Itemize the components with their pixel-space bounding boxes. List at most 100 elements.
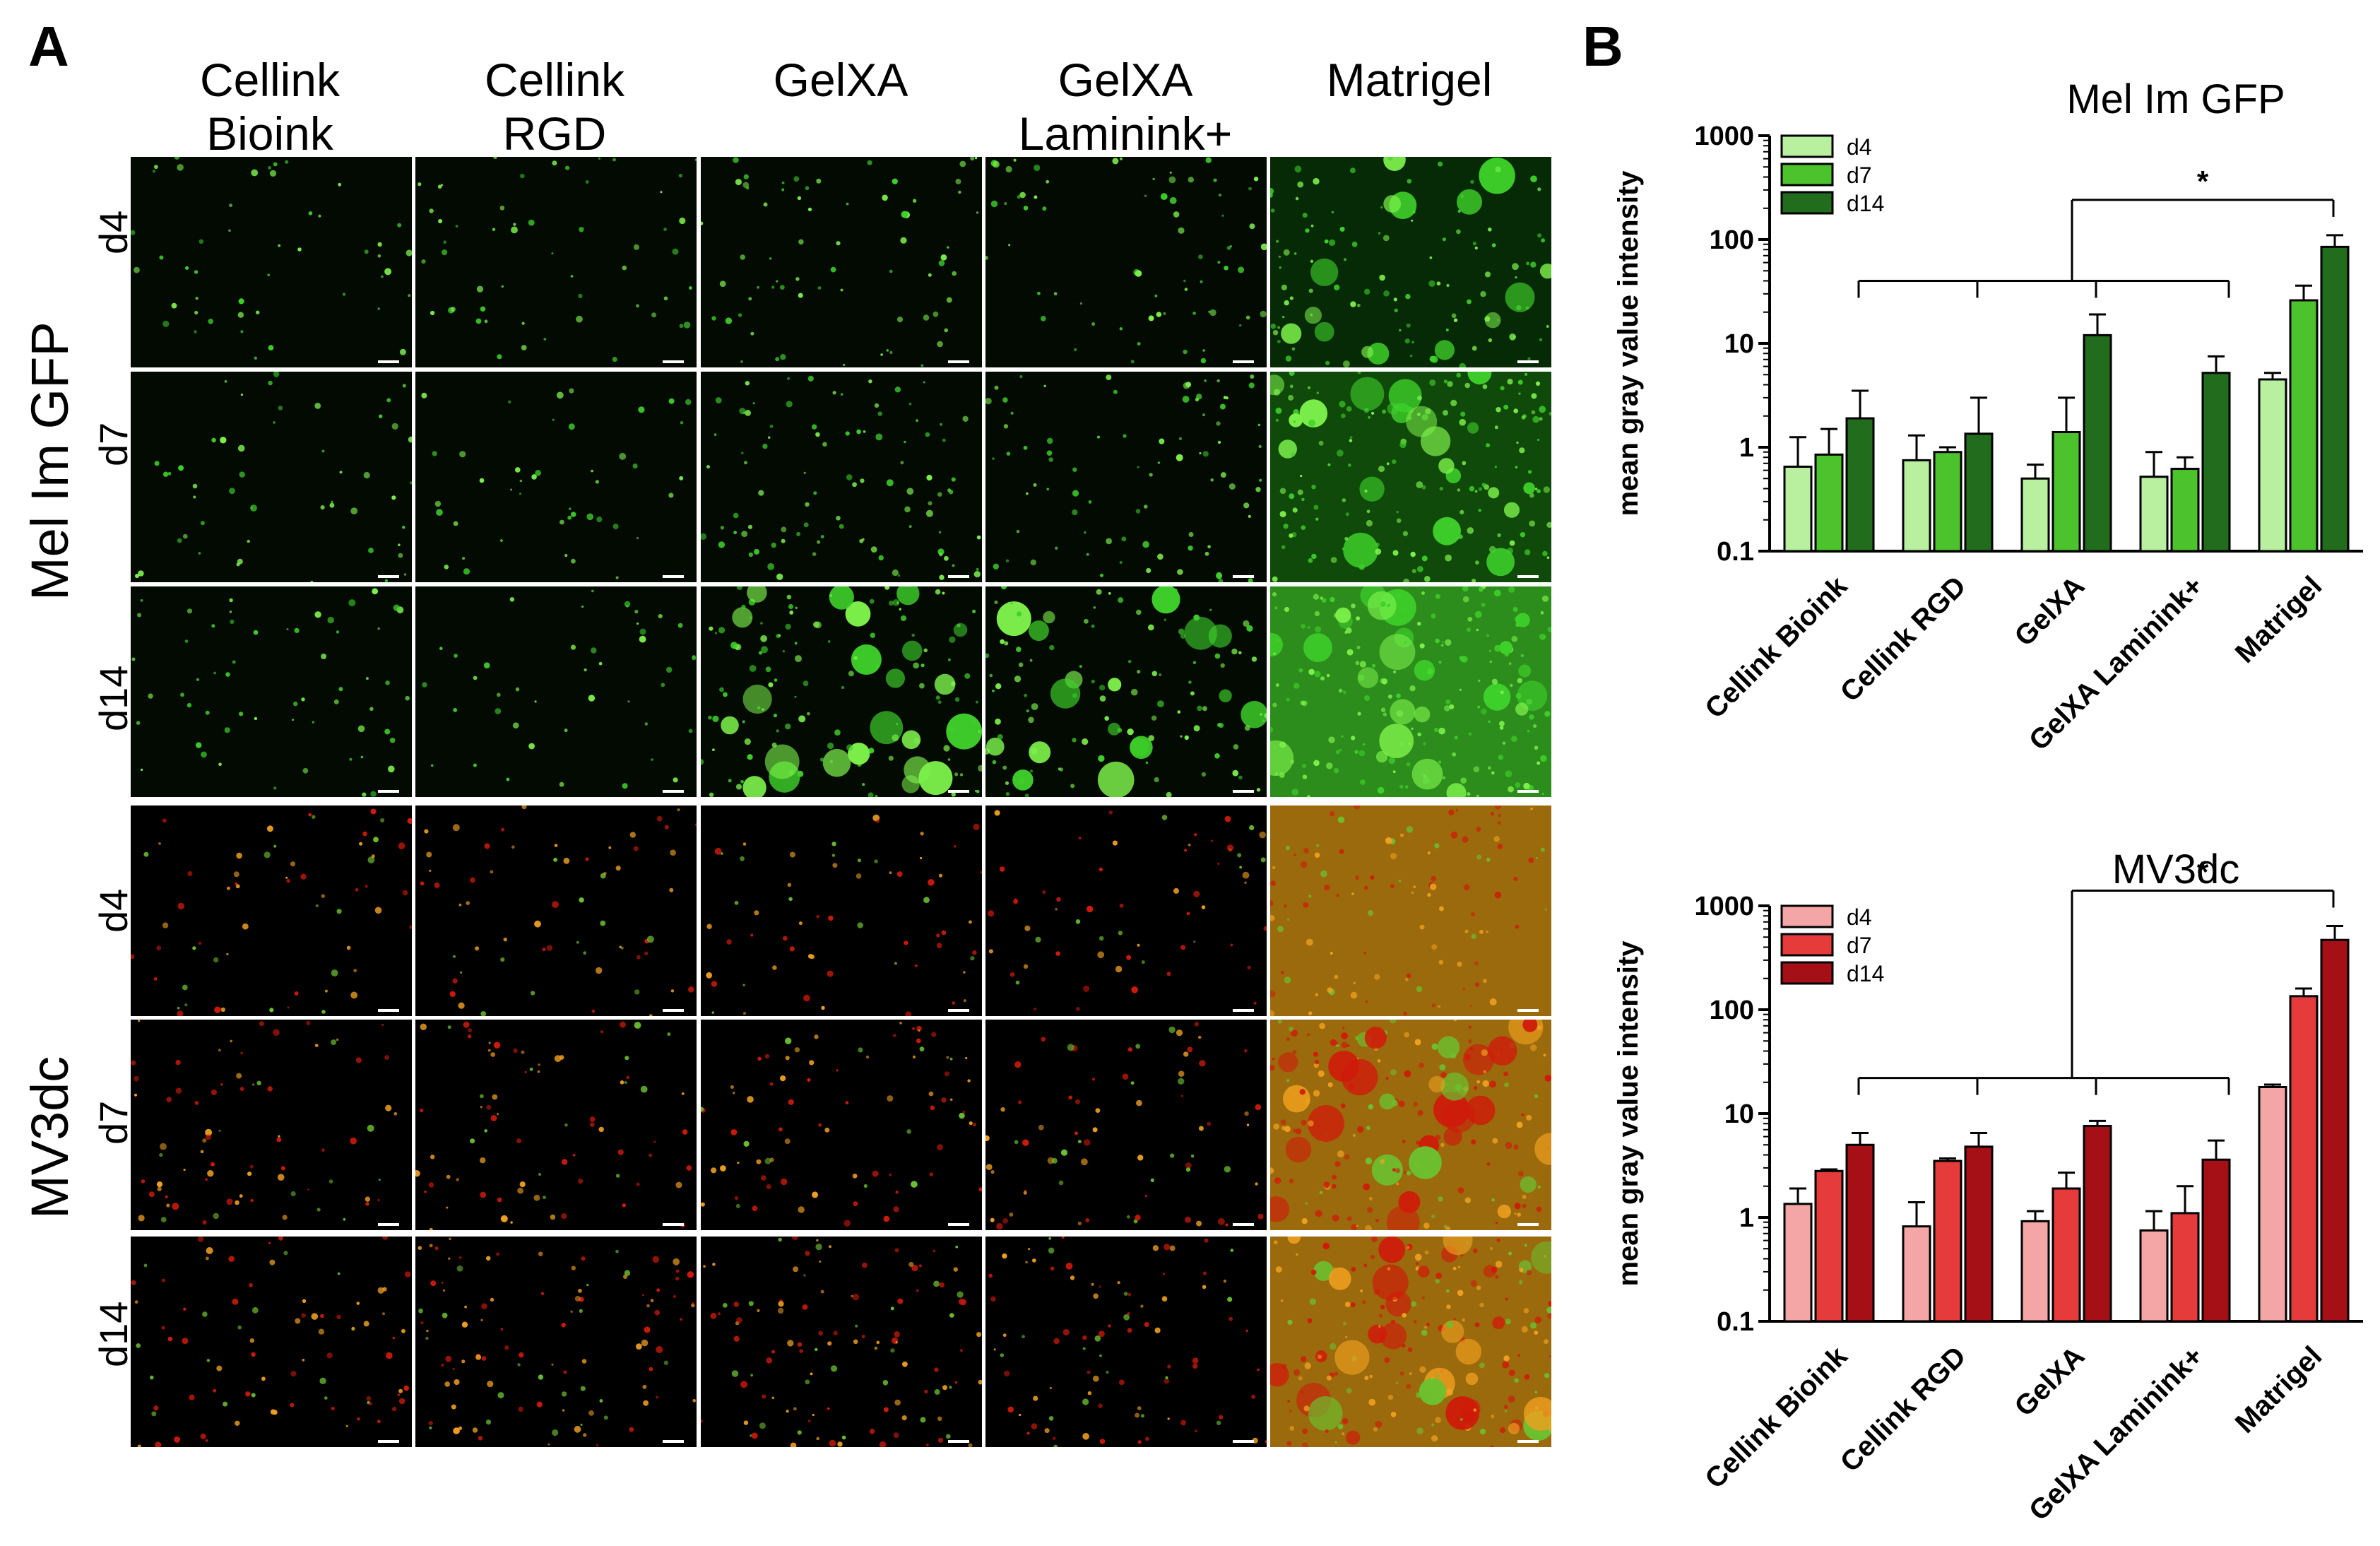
chart1-bar-d4	[2139, 476, 2169, 553]
micrograph-mel-d14-col3	[701, 586, 982, 797]
column-header-gelxa: GelXA	[699, 53, 982, 107]
micrograph-mv3-d7-col5	[1270, 1020, 1551, 1230]
column-header-line1: GelXA	[1058, 54, 1193, 106]
micrograph-mel-d4-col4	[985, 157, 1267, 367]
chart2-x-tick-label: Matrigel	[2230, 1340, 2328, 1439]
column-header-cellink-rgd: Cellink RGD	[413, 53, 696, 160]
chart1-y-tick-label: 0.1	[1717, 537, 1754, 567]
chart2-title: MV3dc	[2112, 846, 2240, 892]
day-label-mv3-d14: d14	[91, 1301, 136, 1367]
chart1-legend-swatch-d4	[1780, 134, 1834, 158]
chart2-bar-d7	[2052, 1187, 2081, 1323]
day-label-mv3-d4: d4	[91, 888, 136, 933]
chart2-bar-d7	[2289, 995, 2319, 1323]
chart1-x-tick-label: Cellink RGD	[1835, 570, 1972, 708]
chart1-bar-d14	[1845, 417, 1875, 553]
chart2-bar-d4	[2258, 1085, 2287, 1323]
chart1-y-tick-label: 10	[1724, 329, 1754, 359]
micrograph-mel-d4-col3	[701, 157, 982, 367]
chart2-x-tick-label: Cellink RGD	[1835, 1340, 1972, 1478]
chart1-y-tick-label: 100	[1710, 225, 1754, 255]
day-label-mv3-d7: d7	[91, 1100, 136, 1145]
chart2-x-tick-label: GelXA	[2008, 1340, 2090, 1422]
micrograph-mv3-d14-col4	[985, 1237, 1267, 1447]
micrograph-mv3-d4-col1	[131, 806, 412, 1016]
chart2-bar-d14	[1964, 1145, 1994, 1323]
micrograph-mel-d7-col1	[131, 372, 412, 582]
chart1-legend-label: d4	[1847, 134, 1872, 160]
chart1-legend-swatch-d7	[1780, 163, 1834, 187]
chart2-legend-swatch-d4	[1780, 904, 1834, 928]
chart2-bar-d4	[2139, 1229, 2169, 1323]
chart2-significance-star: *	[2197, 855, 2209, 888]
group-label-mv3dc: MV3dc	[20, 1056, 79, 1219]
chart2-y-tick-label: 1	[1739, 1203, 1754, 1233]
chart2-legend-swatch-d14	[1780, 961, 1834, 985]
micrograph-mv3-d4-col5	[1270, 806, 1551, 1016]
chart2-y-axis-label: mean gray value intensity	[1613, 940, 1644, 1287]
chart2-bar-d7	[1933, 1160, 1962, 1323]
micrograph-mel-d14-col1	[131, 586, 412, 797]
micrograph-mv3-d14-col2	[415, 1237, 697, 1447]
chart2-bar-d7	[2170, 1212, 2200, 1323]
bar-charts-svg: Mel Im GFP mean gray value intensity 0.1 1 1…	[1613, 76, 2363, 1527]
chart1-bar-d4	[2020, 477, 2050, 553]
micrograph-mel-d4-col5	[1270, 157, 1551, 367]
chart2-bar-d7	[1814, 1169, 1844, 1323]
micrograph-mv3-d7-col4	[985, 1020, 1267, 1230]
chart1-legend-label: d14	[1847, 191, 1884, 216]
day-label-mel-d14: d14	[91, 665, 136, 731]
micrograph-mv3-d14-col5	[1270, 1237, 1551, 1447]
micrograph-mel-d14-col5	[1270, 586, 1551, 797]
micrograph-mv3-d14-col3	[701, 1237, 982, 1447]
micrograph-mel-d7-col5	[1270, 372, 1551, 582]
micrograph-mel-d7-col2	[415, 372, 697, 582]
panel-b-letter: B	[1582, 15, 1623, 78]
chart1-legend-swatch-d14	[1780, 191, 1834, 215]
chart1-bar-d14	[2320, 245, 2350, 553]
chart1-x-tick-label: Cellink Bioink	[1699, 570, 1854, 725]
micrograph-mel-d7-col4	[985, 372, 1267, 582]
chart2-y-tick-label: 0.1	[1717, 1307, 1754, 1337]
column-header-line2: Laminink+	[1018, 107, 1233, 160]
chart1-significance-star: *	[2197, 165, 2209, 198]
chart2-bar-d4	[2020, 1220, 2050, 1323]
panel-a-letter: A	[28, 15, 69, 78]
chart1-bar-d7	[2052, 431, 2081, 553]
column-header-gelxa-laminink: GelXA Laminink+	[984, 53, 1267, 160]
micrograph-mel-d14-col4	[985, 586, 1267, 797]
chart2-y-tick-label: 100	[1710, 996, 1754, 1025]
chart1-y-tick-label: 1000	[1694, 122, 1754, 151]
micrograph-mel-d14-col2	[415, 586, 697, 797]
chart1-bar-d4	[1783, 466, 1813, 553]
micrograph-mv3-d14-col1	[131, 1237, 412, 1447]
column-header-cellink-bioink: Cellink Bioink	[129, 53, 411, 160]
group-label-mel-im-gfp: Mel Im GFP	[20, 321, 79, 601]
column-header-line1: Cellink	[484, 54, 625, 106]
column-header-line1: Cellink	[199, 54, 341, 106]
column-header-line2: RGD	[502, 107, 607, 160]
chart1-legend-label: d7	[1847, 163, 1872, 188]
chart1-bar-d4	[1902, 459, 1931, 553]
chart2-bar-d14	[2083, 1125, 2112, 1323]
chart2-bar-d4	[1783, 1203, 1813, 1323]
chart2-y-tick-label: 1000	[1694, 892, 1754, 921]
chart1-bar-d14	[2201, 372, 2231, 553]
micrograph-mv3-d4-col2	[415, 806, 697, 1016]
column-header-matrigel: Matrigel	[1268, 53, 1551, 107]
micrograph-mel-d4-col1	[131, 157, 412, 367]
chart2-bar-d4	[1902, 1225, 1931, 1323]
micrograph-mv3-d4-col4	[985, 806, 1267, 1016]
chart1-bar-d4	[2258, 378, 2287, 553]
micrograph-mv3-d7-col3	[701, 1020, 982, 1230]
chart1-bar-d7	[2170, 468, 2200, 553]
column-header-line2: GelXA	[773, 54, 908, 106]
chart1-x-tick-label: GelXA	[2008, 570, 2090, 652]
chart2-legend-swatch-d7	[1780, 933, 1834, 957]
chart1-bar-d7	[1933, 451, 1962, 553]
column-header-line2: Matrigel	[1326, 54, 1493, 106]
chart1-x-tick-label: Matrigel	[2230, 570, 2328, 669]
chart2-legend-label: d4	[1847, 904, 1872, 930]
micrograph-mv3-d4-col3	[701, 806, 982, 1016]
chart1-bar-d14	[1964, 432, 1994, 553]
